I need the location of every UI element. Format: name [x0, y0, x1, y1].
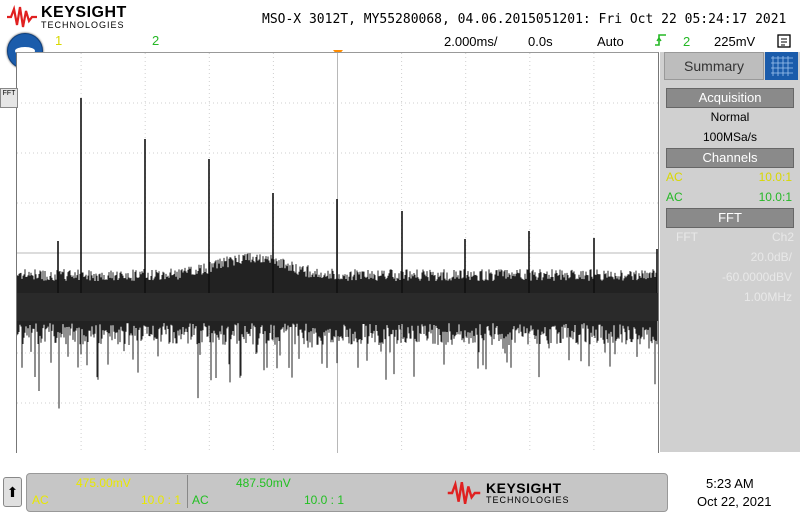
channel-1-summary: AC 10.0:1 — [666, 170, 794, 184]
brand-name-bottom: KEYSIGHT — [486, 480, 562, 496]
fft-source-label: FFT — [676, 230, 698, 244]
instrument-title: MSO-X 3012T, MY55280068, 04.06.201505120… — [262, 12, 787, 27]
channel-2-label[interactable]: 2 — [152, 33, 160, 48]
channel-1-probe-bottom: 10.0 : 1 — [140, 493, 181, 507]
channel-1-coupling: AC — [666, 170, 683, 184]
channel-2-coupling: AC — [666, 190, 683, 204]
channel-1-coupling-bottom: AC — [32, 493, 49, 507]
keysight-wave-icon — [447, 480, 481, 505]
delay-readout[interactable]: 0.0s — [528, 34, 553, 49]
fft-source: Ch2 — [771, 230, 794, 244]
main-menu-icon — [15, 47, 35, 55]
fft-waveform-tab[interactable]: FFT — [0, 88, 18, 108]
channel-2-scale: 487.50mV — [236, 476, 291, 490]
waveform-graticule[interactable] — [16, 52, 659, 453]
fft-offset: -60.0000dBV — [721, 270, 792, 284]
channels-heading[interactable]: Channels — [666, 148, 794, 168]
stop-icon[interactable] — [776, 33, 792, 49]
brand-subtitle-bottom: TECHNOLOGIES — [486, 495, 570, 505]
clock-date: Oct 22, 2021 — [697, 494, 772, 509]
channel-1-probe: 10.0:1 — [758, 170, 792, 184]
timebase-readout[interactable]: 2.000ms/ — [444, 34, 498, 49]
waveform-display — [17, 53, 658, 453]
channel-2-probe-bottom: 10.0 : 1 — [303, 493, 344, 507]
brand-name: KEYSIGHT — [41, 4, 127, 21]
trigger-channel-readout[interactable]: 2 — [683, 34, 691, 49]
channel-1-scale: 475.00mV — [76, 476, 131, 490]
channel-1-settings[interactable]: 475.00mV AC 10.0 : 1 — [28, 475, 185, 508]
acquisition-heading[interactable]: Acquisition — [666, 88, 794, 108]
channel-2-coupling-bottom: AC — [192, 493, 209, 507]
fft-scale: 20.0dB/ — [750, 250, 792, 264]
channel-2-settings[interactable]: 487.50mV AC 10.0 : 1 — [187, 475, 348, 508]
channel-settings-bar — [26, 473, 668, 512]
brand-subtitle: TECHNOLOGIES — [41, 20, 125, 30]
keysight-logo-bottom: KEYSIGHT TECHNOLOGIES — [446, 478, 576, 508]
fft-noise-core — [17, 293, 658, 321]
acquisition-mode: Normal — [710, 110, 750, 124]
up-arrow-icon: ⬆ — [6, 484, 19, 500]
channel-2-summary: AC 10.0:1 — [666, 190, 794, 204]
sample-rate: 100MSa/s — [702, 130, 758, 144]
tab-summary[interactable]: Summary — [664, 52, 764, 80]
channel-1-label[interactable]: 1 — [55, 33, 63, 48]
trigger-edge-icon — [654, 33, 668, 50]
trigger-level-readout[interactable]: 225mV — [714, 34, 756, 49]
summary-panel — [660, 52, 800, 452]
trigger-mode-readout[interactable]: Auto — [597, 34, 624, 49]
channel-2-probe: 10.0:1 — [758, 190, 792, 204]
keysight-logo: KEYSIGHT TECHNOLOGIES — [6, 3, 131, 31]
clock-time: 5:23 AM — [706, 476, 754, 491]
tab-grid-icon[interactable] — [765, 52, 798, 80]
keysight-wave-icon — [7, 5, 37, 28]
fft-span: 1.00MHz — [743, 290, 792, 304]
scroll-up-button[interactable]: ⬆ — [3, 477, 22, 507]
fft-heading[interactable]: FFT — [666, 208, 794, 228]
